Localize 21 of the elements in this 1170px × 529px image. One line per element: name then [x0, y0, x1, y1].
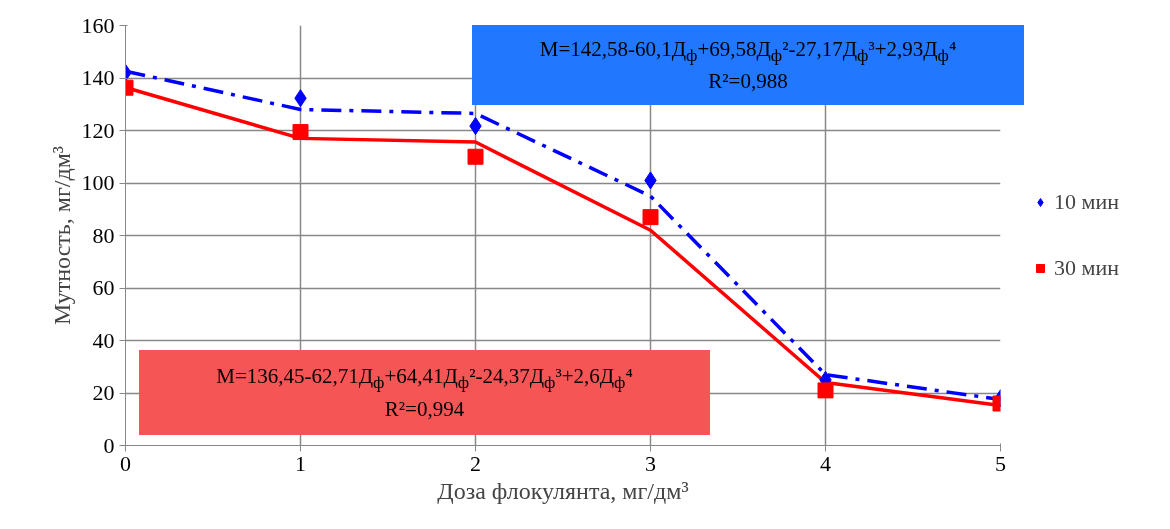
y-tick-label: 140	[81, 65, 115, 90]
x-tick-label: 2	[470, 450, 481, 476]
x-tick-label: 1	[295, 450, 306, 476]
y-tick-label: 80	[92, 222, 115, 248]
y-tick-label: 0	[103, 432, 115, 458]
x-tick-label: 3	[645, 450, 656, 476]
y-tick-label: 40	[92, 327, 115, 353]
y-tick-label: 60	[92, 275, 115, 300]
x-tick-label: 5	[995, 450, 1006, 476]
y-tick-label: 160	[81, 12, 115, 38]
x-tick-label: 0	[120, 450, 131, 476]
annotation-box: M=136,45-62,71Д$_{ф}$+64,41Д$_{ф}$²-24,37Д$_{ф}$³+2,6Д$_{ф}$⁴ R²=0,994	[139, 350, 710, 435]
legend-label: 10 мин	[1054, 189, 1119, 215]
x-tick-label: 4	[820, 450, 831, 476]
y-tick-label: 20	[92, 380, 115, 405]
legend-label: 30 мин	[1054, 255, 1119, 281]
y-tick-label: 120	[81, 117, 115, 143]
y-tick-label: 100	[81, 170, 115, 195]
annotation-box: M=142,58-60,1Д$_{ф}$+69,58Д$_{ф}$²-27,17Д$_{ф}$³+2,93Д$_{ф}$⁴ R²=0,988	[472, 25, 1024, 105]
y-axis-title: Мутность, мг/дм³	[48, 145, 75, 326]
x-axis-title: Доза флокулянта, мг/дм³	[437, 477, 689, 504]
